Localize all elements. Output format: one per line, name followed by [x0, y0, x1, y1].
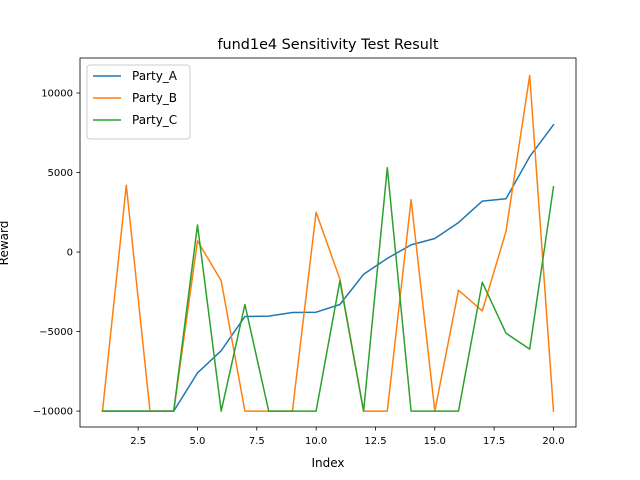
y-axis-ticks: −10000 −5000 0 5000 10000 — [33, 89, 80, 418]
legend-label: Party_C — [132, 113, 177, 127]
plot-frame — [79, 57, 577, 428]
x-tick-label: 15.0 — [424, 436, 446, 447]
series-line-party-c — [101, 166, 555, 412]
y-tick-label: 5000 — [48, 168, 73, 179]
legend-label: Party_A — [132, 69, 178, 83]
y-tick-label: 10000 — [41, 89, 73, 100]
x-tick-label: 2.5 — [130, 436, 146, 447]
x-axis-ticks: 2.5 5.0 7.5 10.0 12.5 15.0 17.5 20.0 — [130, 427, 565, 447]
chart-title: fund1e4 Sensitivity Test Result — [217, 37, 438, 53]
x-axis-label: Index — [311, 456, 344, 470]
series-layer — [101, 74, 555, 412]
series-line-party-a — [101, 123, 555, 412]
x-tick-label: 12.5 — [364, 436, 386, 447]
x-tick-label: 20.0 — [542, 436, 564, 447]
y-tick-label: −5000 — [39, 327, 73, 338]
x-tick-label: 7.5 — [249, 436, 265, 447]
x-tick-label: 17.5 — [483, 436, 505, 447]
legend: Party_A Party_B Party_C — [86, 64, 191, 140]
legend-label: Party_B — [132, 91, 177, 105]
y-tick-label: −10000 — [33, 407, 73, 418]
x-tick-label: 5.0 — [190, 436, 206, 447]
y-axis-label: Reward — [0, 221, 11, 266]
y-tick-label: 0 — [67, 248, 73, 259]
x-tick-label: 10.0 — [305, 436, 327, 447]
